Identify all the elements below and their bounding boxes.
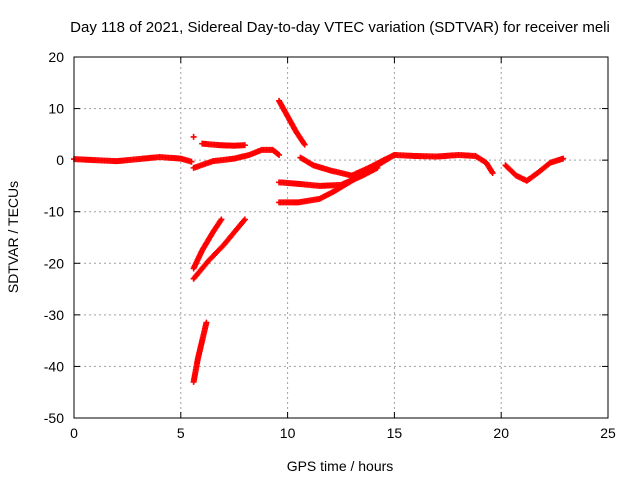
data-point [241,216,248,223]
x-tick-label: 15 [387,425,403,441]
data-point [560,155,567,162]
x-tick-label: 5 [177,425,185,441]
data-point [203,319,210,326]
data-point [188,158,195,165]
data-point [274,151,281,158]
data-point [489,170,496,177]
data-point [218,216,225,223]
x-tick-label: 10 [280,425,296,441]
y-tick-label: -50 [44,410,64,426]
x-tick-label: 20 [493,425,509,441]
y-axis-label: SDTVAR / TECUs [5,181,21,293]
y-tick-label: 10 [48,101,64,117]
data-points [71,97,567,385]
y-tick-label: 20 [48,49,64,65]
grid-lines [74,57,608,418]
data-point [241,142,248,149]
data-point [190,133,197,140]
y-tick-label: -10 [44,204,64,220]
y-tick-label: -40 [44,358,64,374]
data-point [276,151,283,158]
x-tick-label: 0 [70,425,78,441]
data-point [301,141,308,148]
y-tick-label: -30 [44,307,64,323]
plot-frame [73,56,609,419]
y-tick-label: -20 [44,255,64,271]
axis-ticks: 0 5 10 15 20 25 -50 -40 -30 -20 -10 0 10 20 [44,49,616,441]
y-tick-label: 0 [56,152,64,168]
chart-title: Day 118 of 2021, Sidereal Day-to-day VTE… [70,19,610,36]
x-axis-label: GPS time / hours [287,458,394,474]
data-point [240,217,247,224]
x-tick-label: 25 [600,425,616,441]
